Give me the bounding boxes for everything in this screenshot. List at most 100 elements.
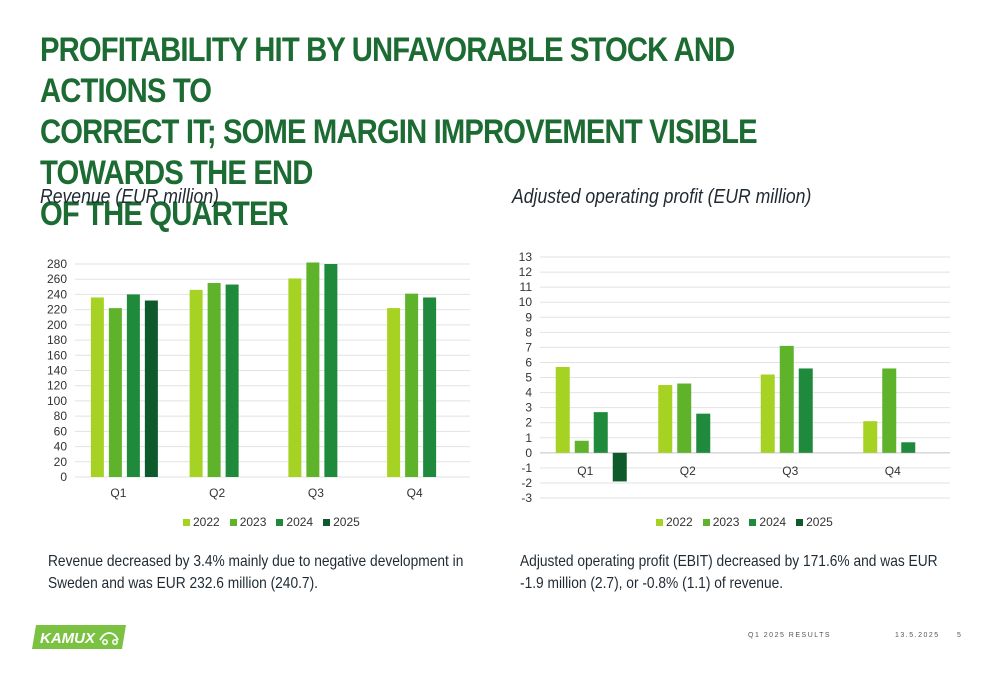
legend-swatch xyxy=(183,518,190,526)
y-tick-label: 5 xyxy=(525,371,532,385)
y-tick-label: 11 xyxy=(520,280,533,294)
profit-bar-q1-2023 xyxy=(574,440,589,453)
profit-note: Adjusted operating profit (EBIT) decreas… xyxy=(520,553,938,592)
revenue-bar-q1-2023 xyxy=(108,308,122,477)
profit-bar-q4-2024 xyxy=(901,442,916,453)
x-category-label: Q4 xyxy=(407,486,423,500)
page-number: 5 xyxy=(957,632,963,639)
footer-date: 13.5.2025 xyxy=(895,632,940,639)
y-tick-label: 60 xyxy=(54,424,68,438)
profit-chart-title: Adjusted operating profit (EUR million) xyxy=(512,186,812,208)
y-tick-label: 240 xyxy=(47,287,67,301)
revenue-bar-q4-2022 xyxy=(387,308,401,477)
legend-label: 2024 xyxy=(759,515,787,529)
profit-bar-q1-2022 xyxy=(555,366,570,453)
legend-swatch xyxy=(749,518,757,526)
legend-label: 2025 xyxy=(806,515,833,529)
y-tick-label: 9 xyxy=(525,310,532,324)
profit-bar-q3-2022 xyxy=(760,374,775,453)
y-tick-label: 180 xyxy=(47,333,67,347)
profit-bar-q2-2024 xyxy=(696,413,711,453)
x-category-label: Q2 xyxy=(209,486,225,500)
revenue-bar-q4-2023 xyxy=(405,293,419,477)
kamux-logo: KAMUX xyxy=(32,625,126,649)
y-tick-label: 280 xyxy=(47,257,67,271)
legend-swatch xyxy=(796,518,804,526)
y-tick-label: 1 xyxy=(525,431,532,445)
y-tick-label: 20 xyxy=(54,455,68,469)
revenue-note: Revenue decreased by 3.4% mainly due to … xyxy=(48,553,464,592)
y-tick-label: 4 xyxy=(525,386,532,400)
revenue-bar-q2-2022 xyxy=(189,289,203,477)
legend-item-2023: 2023 xyxy=(702,515,740,529)
legend-item-2024: 2024 xyxy=(276,515,313,529)
legend-swatch xyxy=(229,518,237,526)
legend-swatch xyxy=(656,518,663,526)
y-tick-label: 260 xyxy=(47,272,67,286)
y-tick-label: 0 xyxy=(60,470,67,484)
revenue-legend: 2022 2023 2024 2025 xyxy=(183,515,360,529)
y-tick-label: 220 xyxy=(47,303,67,317)
logo-text: KAMUX xyxy=(40,630,96,647)
x-category-label: Q4 xyxy=(885,464,901,478)
legend-item-2024: 2024 xyxy=(749,515,786,529)
y-tick-label: 13 xyxy=(519,250,533,264)
revenue-bar-q1-2024 xyxy=(126,294,140,477)
profit-bar-q3-2023 xyxy=(779,345,794,453)
y-tick-label: 7 xyxy=(525,340,532,354)
x-category-label: Q3 xyxy=(308,486,324,500)
page-title: PROFITABILITY HIT BY UNFAVORABLE STOCK A… xyxy=(40,31,758,233)
revenue-bar-q3-2022 xyxy=(288,278,302,477)
y-tick-label: -2 xyxy=(521,476,532,490)
x-category-label: Q2 xyxy=(680,464,696,478)
y-tick-label: 120 xyxy=(47,379,67,393)
revenue-bar-q3-2023 xyxy=(306,262,320,477)
y-tick-label: 10 xyxy=(519,295,533,309)
revenue-bar-q4-2024 xyxy=(423,297,437,477)
profit-bar-q2-2022 xyxy=(658,385,673,453)
revenue-bar-q1-2022 xyxy=(90,297,104,477)
profit-bar-q1-2024 xyxy=(593,412,608,453)
y-tick-label: -3 xyxy=(521,491,532,505)
y-tick-label: 100 xyxy=(47,394,67,408)
legend-label: 2022 xyxy=(193,515,220,529)
y-tick-label: 80 xyxy=(54,409,68,423)
profit-bar-q1-2025 xyxy=(612,452,627,482)
revenue-bar-q2-2024 xyxy=(225,284,239,477)
x-category-label: Q3 xyxy=(782,464,798,478)
legend-item-2025: 2025 xyxy=(796,515,833,529)
footer-report: Q1 2025 RESULTS xyxy=(748,632,832,639)
profit-bar-q3-2024 xyxy=(798,368,813,453)
profit-bar-q4-2023 xyxy=(882,368,897,453)
y-tick-label: 160 xyxy=(47,348,67,362)
legend-label: 2025 xyxy=(333,515,360,529)
y-tick-label: 0 xyxy=(525,446,532,460)
legend-item-2025: 2025 xyxy=(323,515,360,529)
legend-label: 2022 xyxy=(666,515,693,529)
y-tick-label: 2 xyxy=(525,416,532,430)
legend-item-2023: 2023 xyxy=(229,515,267,529)
revenue-bar-q2-2023 xyxy=(207,283,221,477)
y-tick-label: 6 xyxy=(525,355,532,369)
y-tick-label: 3 xyxy=(525,401,532,415)
x-category-label: Q1 xyxy=(577,464,593,478)
revenue-bar-q3-2024 xyxy=(324,264,338,477)
legend-label: 2023 xyxy=(712,515,740,529)
y-tick-label: 140 xyxy=(47,364,67,378)
revenue-bar-q1-2025 xyxy=(144,300,158,477)
x-category-label: Q1 xyxy=(110,486,126,500)
profit-bar-q2-2023 xyxy=(677,383,692,453)
legend-swatch xyxy=(276,518,284,526)
y-tick-label: -1 xyxy=(521,461,532,475)
y-tick-label: 40 xyxy=(54,440,68,454)
legend-label: 2024 xyxy=(286,515,314,529)
legend-swatch xyxy=(323,518,331,526)
legend-item-2022: 2022 xyxy=(183,515,220,529)
legend-label: 2023 xyxy=(239,515,267,529)
legend-item-2022: 2022 xyxy=(656,515,693,529)
y-tick-label: 200 xyxy=(47,318,67,332)
y-tick-label: 12 xyxy=(519,265,533,279)
y-tick-label: 8 xyxy=(525,325,532,339)
